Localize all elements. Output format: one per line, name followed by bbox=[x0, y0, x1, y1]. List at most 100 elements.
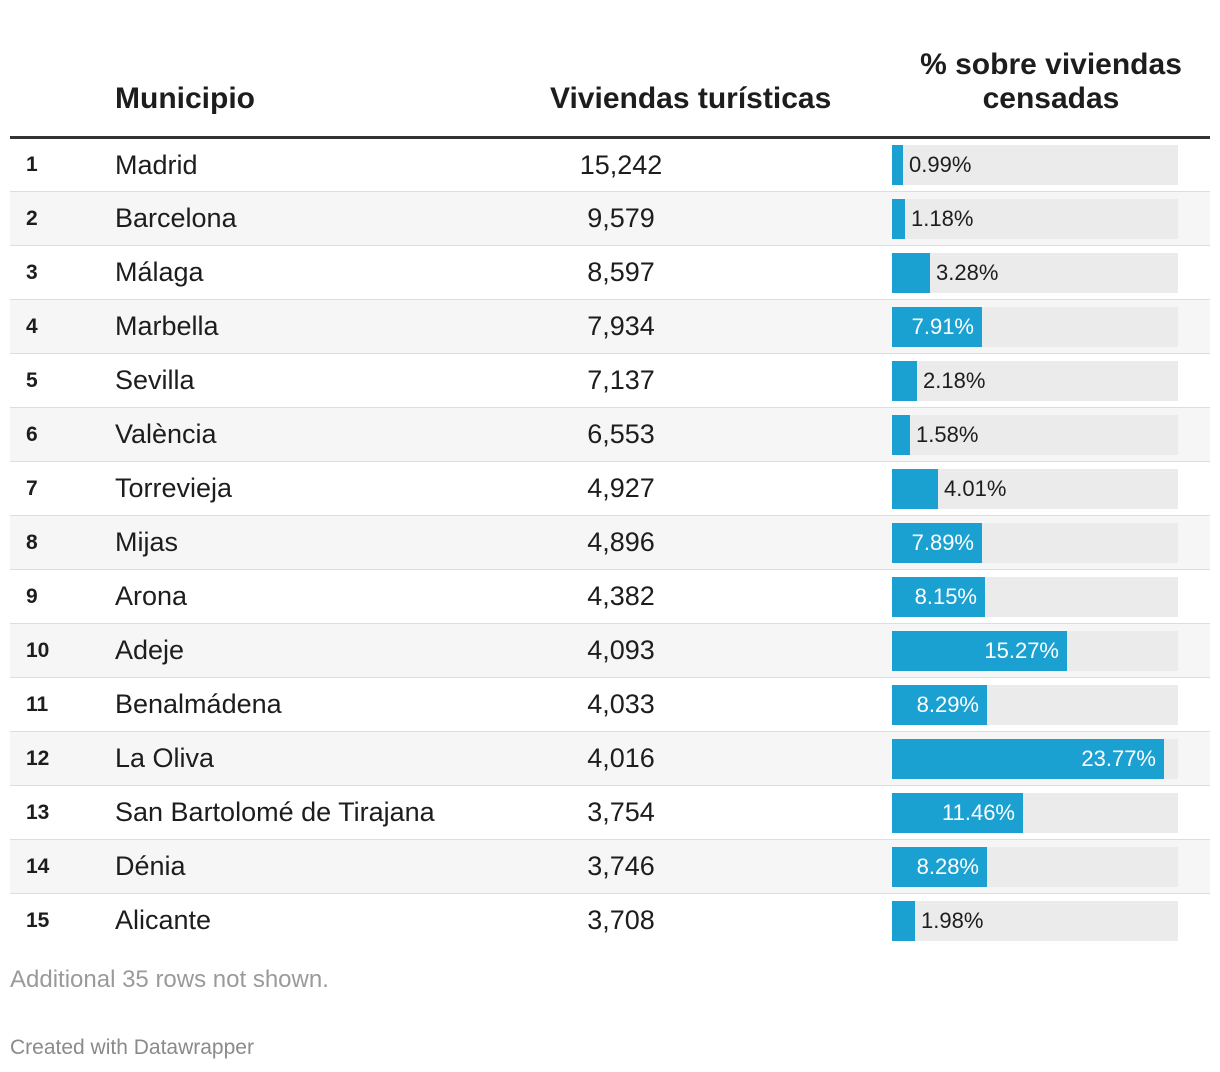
bar-label: 23.77% bbox=[1081, 745, 1156, 771]
bar-label: 1.58% bbox=[916, 421, 979, 447]
row-porcentaje: 1.58% bbox=[892, 407, 1210, 462]
bar-track: 8.28% bbox=[892, 846, 1178, 887]
bar-track: 1.18% bbox=[892, 198, 1178, 239]
row-municipio: Arona bbox=[105, 569, 470, 624]
row-rank: 11 bbox=[10, 677, 105, 732]
row-viviendas: 4,896 bbox=[470, 515, 892, 570]
row-municipio: Benalmádena bbox=[105, 677, 470, 732]
table-row: 12 La Oliva 4,016 23.77% bbox=[10, 731, 1210, 786]
bar bbox=[892, 360, 917, 401]
bar-track: 11.46% bbox=[892, 792, 1178, 833]
bar-label: 2.18% bbox=[923, 367, 986, 393]
row-municipio: València bbox=[105, 407, 470, 462]
table-row: 1 Madrid 15,242 0.99% bbox=[10, 138, 1210, 192]
bar-label: 0.99% bbox=[909, 152, 972, 177]
bar bbox=[892, 522, 982, 563]
row-porcentaje: 1.18% bbox=[892, 191, 1210, 246]
table-row: 9 Arona 4,382 8.15% bbox=[10, 569, 1210, 624]
row-municipio: Dénia bbox=[105, 839, 470, 894]
table-row: 3 Málaga 8,597 3.28% bbox=[10, 245, 1210, 300]
bar-track: 8.15% bbox=[892, 576, 1178, 617]
row-porcentaje: 2.18% bbox=[892, 353, 1210, 408]
header-porcentaje[interactable]: % sobre viviendas censadas bbox=[892, 40, 1210, 139]
bar bbox=[892, 414, 910, 455]
bar bbox=[892, 630, 1067, 671]
bar bbox=[892, 576, 985, 617]
table-row: 11 Benalmádena 4,033 8.29% bbox=[10, 677, 1210, 732]
row-municipio: Málaga bbox=[105, 245, 470, 300]
row-municipio: Marbella bbox=[105, 299, 470, 354]
bar-label: 7.89% bbox=[911, 529, 974, 555]
row-porcentaje: 1.98% bbox=[892, 893, 1210, 948]
table-row: 8 Mijas 4,896 7.89% bbox=[10, 515, 1210, 570]
row-viviendas: 3,746 bbox=[470, 839, 892, 894]
row-municipio: Adeje bbox=[105, 623, 470, 678]
row-municipio: La Oliva bbox=[105, 731, 470, 786]
row-rank: 7 bbox=[10, 461, 105, 516]
row-rank: 2 bbox=[10, 191, 105, 246]
bar bbox=[892, 792, 1023, 833]
bar-track: 4.01% bbox=[892, 468, 1178, 509]
bar-label: 11.46% bbox=[942, 799, 1015, 825]
row-viviendas: 6,553 bbox=[470, 407, 892, 462]
data-table: Municipio Viviendas turísticas % sobre v… bbox=[10, 40, 1210, 948]
bar bbox=[892, 198, 905, 239]
bar bbox=[892, 468, 938, 509]
row-municipio: Torrevieja bbox=[105, 461, 470, 516]
header-viviendas[interactable]: Viviendas turísticas bbox=[470, 40, 892, 139]
credit-link[interactable]: Created with Datawrapper bbox=[10, 1036, 254, 1059]
row-viviendas: 4,093 bbox=[470, 623, 892, 678]
bar-label: 3.28% bbox=[936, 259, 999, 285]
table-row: 10 Adeje 4,093 15.27% bbox=[10, 623, 1210, 678]
row-municipio: Madrid bbox=[115, 149, 198, 180]
header-municipio[interactable]: Municipio bbox=[105, 40, 470, 139]
bar-label: 1.98% bbox=[921, 907, 984, 933]
table-row: 6 València 6,553 1.58% bbox=[10, 407, 1210, 462]
row-porcentaje: 8.15% bbox=[892, 569, 1210, 624]
row-viviendas: 4,927 bbox=[470, 461, 892, 516]
bar bbox=[892, 684, 987, 725]
table-row: 5 Sevilla 7,137 2.18% bbox=[10, 353, 1210, 408]
table-body: 1 Madrid 15,242 0.99% 2 Barcelona 9,579 1.18% 3 M… bbox=[10, 138, 1210, 948]
row-viviendas: 8,597 bbox=[470, 245, 892, 300]
bar-label: 1.18% bbox=[911, 205, 974, 231]
row-rank: 13 bbox=[10, 785, 105, 840]
row-porcentaje: 23.77% bbox=[892, 731, 1210, 786]
row-rank: 5 bbox=[10, 353, 105, 408]
row-porcentaje: 7.89% bbox=[892, 515, 1210, 570]
header-row: Municipio Viviendas turísticas % sobre v… bbox=[10, 40, 1210, 139]
table-row: 15 Alicante 3,708 1.98% bbox=[10, 893, 1210, 948]
bar-label: 4.01% bbox=[944, 475, 1007, 501]
bar-track: 7.91% bbox=[892, 306, 1178, 347]
bar bbox=[892, 900, 915, 941]
row-porcentaje: 0.99% bbox=[892, 138, 1210, 192]
bar bbox=[892, 738, 1164, 779]
row-rank: 12 bbox=[10, 731, 105, 786]
bar-label: 8.15% bbox=[914, 583, 977, 609]
row-viviendas: 15,242 bbox=[579, 149, 663, 180]
footnote: Additional 35 rows not shown. bbox=[10, 966, 329, 993]
table-row: 13 San Bartolomé de Tirajana 3,754 11.46% bbox=[10, 785, 1210, 840]
row-porcentaje: 15.27% bbox=[892, 623, 1210, 678]
row-porcentaje: 8.28% bbox=[892, 839, 1210, 894]
row-rank: 3 bbox=[10, 245, 105, 300]
row-municipio: San Bartolomé de Tirajana bbox=[105, 785, 470, 840]
row-rank: 1 bbox=[26, 153, 38, 176]
row-porcentaje: 3.28% bbox=[892, 245, 1210, 300]
bar bbox=[892, 306, 982, 347]
bar-label: 15.27% bbox=[984, 637, 1059, 663]
bar-track: 1.58% bbox=[892, 414, 1178, 455]
row-rank: 9 bbox=[10, 569, 105, 624]
row-rank: 8 bbox=[10, 515, 105, 570]
row-municipio: Alicante bbox=[105, 893, 470, 948]
row-viviendas: 7,934 bbox=[470, 299, 892, 354]
row-municipio: Barcelona bbox=[105, 191, 470, 246]
table-row: 7 Torrevieja 4,927 4.01% bbox=[10, 461, 1210, 516]
bar-label: 8.29% bbox=[916, 691, 979, 717]
table-row: 4 Marbella 7,934 7.91% bbox=[10, 299, 1210, 354]
bar-track: 23.77% bbox=[892, 738, 1178, 779]
table-row: 2 Barcelona 9,579 1.18% bbox=[10, 191, 1210, 246]
row-viviendas: 3,708 bbox=[470, 893, 892, 948]
bar-track: 7.89% bbox=[892, 522, 1178, 563]
header-rank[interactable] bbox=[10, 40, 105, 139]
